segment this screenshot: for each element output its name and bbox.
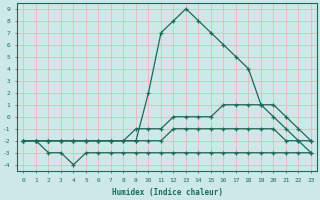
- X-axis label: Humidex (Indice chaleur): Humidex (Indice chaleur): [112, 188, 223, 197]
